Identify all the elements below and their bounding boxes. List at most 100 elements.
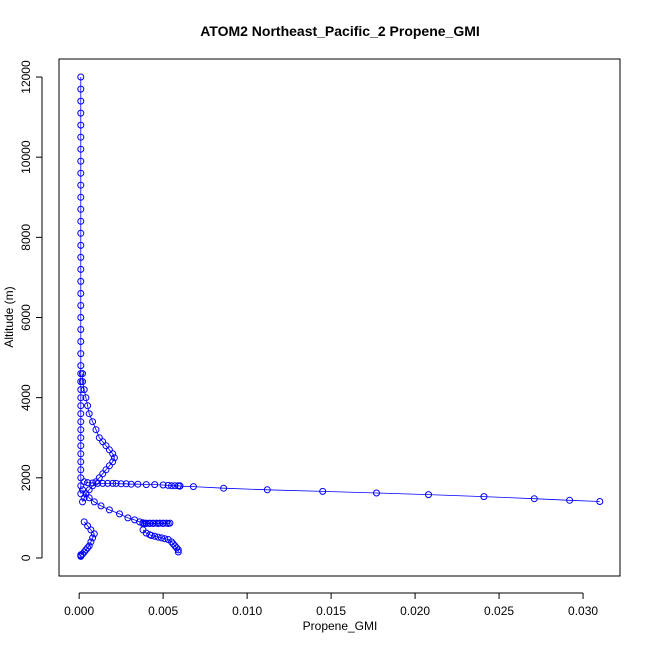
- data-point: [77, 394, 85, 402]
- x-tick-label: 0.020: [400, 604, 430, 618]
- data-point: [80, 494, 88, 502]
- data-point: [77, 482, 85, 490]
- y-tick-label: 12000: [19, 60, 33, 94]
- data-point: [77, 97, 85, 105]
- x-axis: 0.000 0.005 0.010 0.015 0.020 0.025 0.030: [64, 592, 598, 618]
- data-point: [596, 498, 604, 505]
- data-point: [84, 402, 92, 410]
- data-point: [105, 462, 113, 470]
- data-point: [77, 350, 85, 358]
- data-point: [425, 491, 432, 499]
- data-point: [77, 290, 85, 297]
- data-point: [173, 544, 181, 552]
- data-point: [99, 479, 107, 487]
- data-point: [104, 479, 112, 487]
- data-point: [77, 169, 85, 177]
- x-tick-label: 0.010: [232, 604, 262, 618]
- data-point: [220, 484, 228, 492]
- data-point: [77, 133, 85, 141]
- data-point: [110, 454, 118, 462]
- data-point: [77, 490, 85, 498]
- data-point: [174, 546, 182, 554]
- x-tick-label: 0.030: [568, 604, 598, 618]
- y-tick-label: 4000: [19, 384, 33, 411]
- data-point: [79, 370, 86, 378]
- data-point: [79, 378, 86, 386]
- data-point: [77, 302, 85, 309]
- data-point: [151, 532, 159, 540]
- data-point: [154, 520, 162, 527]
- data-point: [147, 532, 155, 539]
- data-point: [77, 426, 85, 434]
- data-point: [87, 526, 95, 534]
- data-point: [77, 314, 85, 321]
- data-point: [84, 544, 92, 552]
- data-point: [99, 470, 107, 478]
- data-point: [122, 480, 130, 488]
- data-point: [77, 434, 85, 442]
- x-tick-label: 0.015: [316, 604, 346, 618]
- data-point: [171, 482, 179, 490]
- y-tick-label: 2000: [19, 464, 33, 491]
- series-layer: [77, 73, 604, 560]
- data-point: [124, 514, 132, 522]
- data-point: [97, 502, 105, 510]
- y-tick-label: 10000: [19, 140, 33, 174]
- data-point: [82, 394, 90, 402]
- data-point: [82, 546, 90, 554]
- data-point: [77, 442, 85, 450]
- data-point: [77, 326, 85, 333]
- data-point: [89, 534, 97, 542]
- data-point: [77, 450, 85, 458]
- data-point: [77, 193, 85, 201]
- data-point: [90, 530, 98, 538]
- y-axis-label: Altitude (m): [2, 286, 16, 347]
- data-point: [95, 434, 103, 442]
- data-point: [77, 181, 85, 189]
- data-point: [319, 487, 327, 495]
- data-point: [77, 552, 85, 560]
- y-tick-label: 6000: [19, 304, 33, 331]
- data-point: [77, 474, 85, 482]
- data-point: [164, 481, 172, 489]
- data-point: [109, 479, 117, 487]
- x-tick-label: 0.000: [64, 604, 94, 618]
- data-point: [79, 486, 86, 494]
- series-line: [80, 521, 95, 557]
- data-point: [149, 520, 157, 527]
- data-point: [77, 121, 85, 129]
- data-point: [77, 241, 85, 249]
- x-axis-label: Propene_GMI: [303, 619, 378, 633]
- data-point: [169, 540, 177, 548]
- data-point: [102, 442, 110, 450]
- data-point: [174, 548, 182, 556]
- y-tick-label: 0: [19, 554, 33, 561]
- plot-frame: [58, 58, 621, 577]
- data-point: [142, 481, 150, 489]
- data-point: [158, 534, 165, 542]
- series-line: [82, 489, 170, 524]
- data-point: [89, 479, 97, 487]
- data-point: [168, 482, 175, 490]
- data-point: [77, 253, 85, 261]
- data-point: [77, 458, 85, 466]
- data-point: [105, 506, 113, 514]
- data-point: [127, 480, 135, 488]
- data-point: [77, 73, 85, 81]
- data-point: [109, 450, 117, 458]
- data-point: [77, 85, 85, 93]
- data-point: [176, 482, 184, 490]
- data-point: [159, 481, 167, 489]
- data-point: [117, 480, 125, 488]
- data-point: [89, 418, 97, 426]
- data-point: [77, 109, 85, 117]
- data-point: [84, 479, 92, 487]
- data-point: [161, 535, 169, 543]
- data-point: [77, 402, 85, 410]
- y-tick-label: 8000: [19, 224, 33, 251]
- data-point: [77, 265, 85, 273]
- data-point: [77, 410, 85, 418]
- data-point: [80, 386, 88, 394]
- data-point: [263, 486, 271, 494]
